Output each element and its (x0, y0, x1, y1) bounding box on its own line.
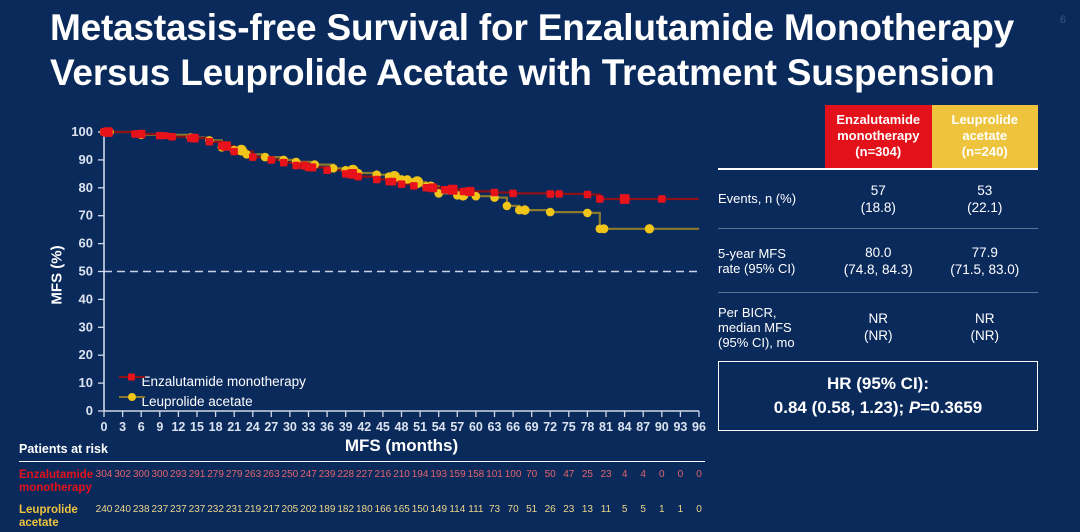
svg-text:66: 66 (506, 420, 520, 434)
svg-text:39: 39 (339, 420, 353, 434)
svg-text:9: 9 (156, 420, 163, 434)
svg-text:100: 100 (71, 124, 93, 139)
svg-text:6: 6 (138, 420, 145, 434)
svg-text:60: 60 (79, 236, 93, 251)
svg-text:63: 63 (488, 420, 502, 434)
svg-text:24: 24 (246, 420, 260, 434)
svg-text:93: 93 (673, 420, 687, 434)
svg-text:50: 50 (79, 264, 93, 279)
svg-text:60: 60 (469, 420, 483, 434)
svg-text:42: 42 (357, 420, 371, 434)
svg-text:80: 80 (79, 180, 93, 195)
svg-text:84: 84 (618, 420, 632, 434)
svg-text:18: 18 (209, 420, 223, 434)
svg-text:33: 33 (302, 420, 316, 434)
svg-text:90: 90 (655, 420, 669, 434)
svg-text:10: 10 (79, 375, 93, 390)
svg-text:0: 0 (86, 403, 93, 418)
svg-text:69: 69 (525, 420, 539, 434)
svg-text:57: 57 (450, 420, 464, 434)
svg-text:70: 70 (79, 208, 93, 223)
svg-text:30: 30 (79, 319, 93, 334)
svg-text:78: 78 (580, 420, 594, 434)
svg-text:75: 75 (562, 420, 576, 434)
svg-text:48: 48 (395, 420, 409, 434)
svg-text:54: 54 (432, 420, 446, 434)
svg-text:87: 87 (636, 420, 650, 434)
svg-text:0: 0 (101, 420, 108, 434)
svg-text:81: 81 (599, 420, 613, 434)
svg-text:3: 3 (119, 420, 126, 434)
svg-text:72: 72 (543, 420, 557, 434)
svg-text:40: 40 (79, 291, 93, 306)
svg-text:27: 27 (264, 420, 278, 434)
svg-text:36: 36 (320, 420, 334, 434)
svg-text:96: 96 (692, 420, 706, 434)
svg-text:30: 30 (283, 420, 297, 434)
svg-text:51: 51 (413, 420, 427, 434)
svg-text:90: 90 (79, 152, 93, 167)
svg-text:20: 20 (79, 347, 93, 362)
svg-text:21: 21 (227, 420, 241, 434)
svg-text:12: 12 (171, 420, 185, 434)
svg-text:45: 45 (376, 420, 390, 434)
svg-text:15: 15 (190, 420, 204, 434)
